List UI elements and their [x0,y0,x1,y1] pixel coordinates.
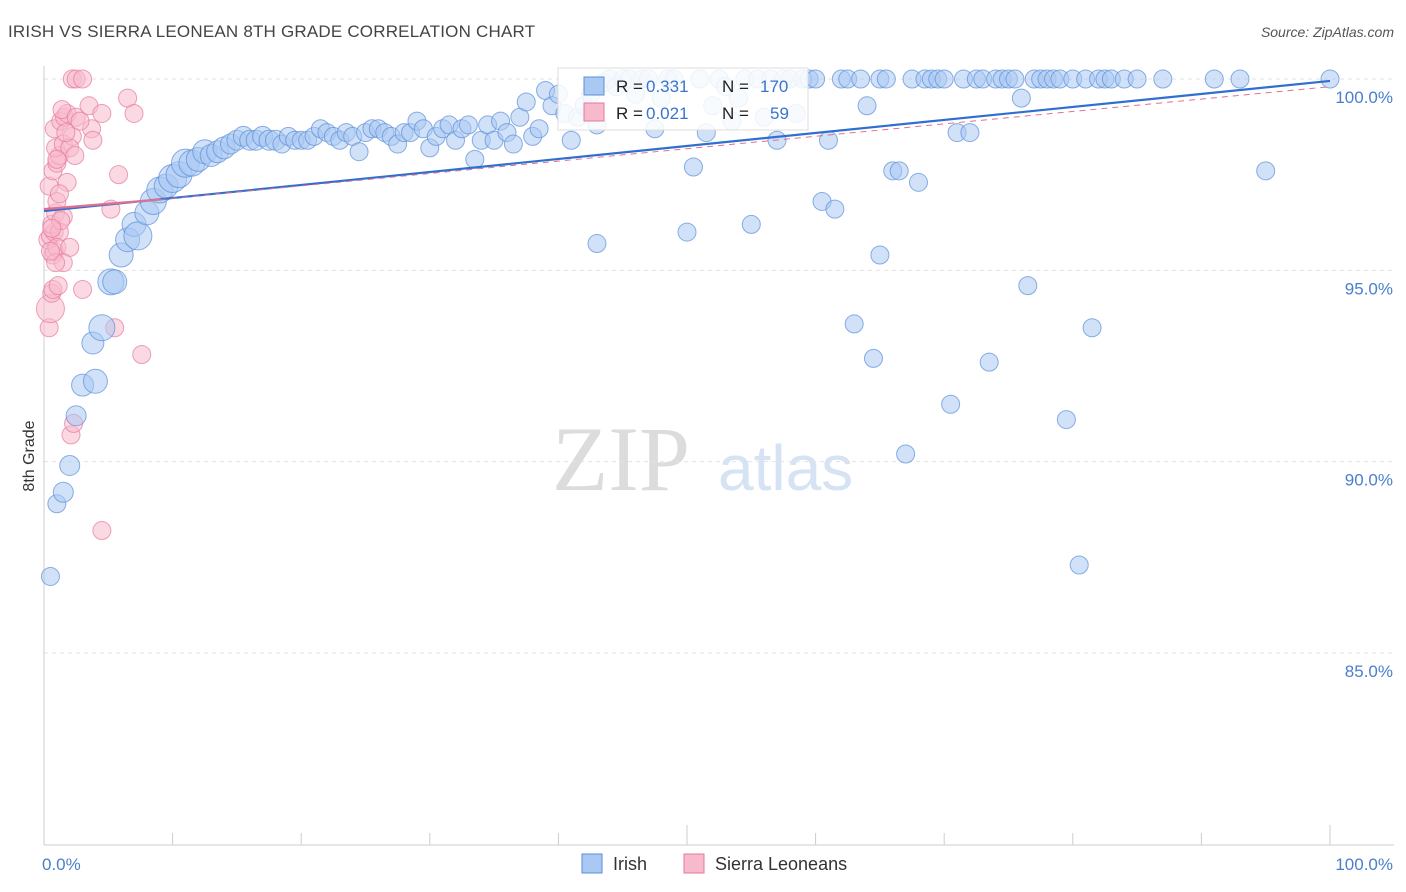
irish-point [683,157,703,177]
source-label: Source: ZipAtlas.com [1260,24,1394,40]
legend-sl-r-value: 0.021 [646,104,689,123]
irish-point [465,149,485,169]
irish-point [1056,410,1076,430]
irish-point [40,566,60,586]
irish-point [458,115,478,135]
irish-point [1256,161,1276,181]
irish-point [1320,69,1340,89]
sl-trend-line [43,198,160,211]
legend-swatch-sl [583,102,605,122]
irish-point [857,96,877,116]
bottom-legend-irish: Irish [613,854,647,874]
chart-title: IRISH VS SIERRA LEONEAN 8TH GRADE CORREL… [8,22,536,41]
x-tick-label: 100.0% [1335,855,1393,874]
sl-point [56,123,76,143]
irish-point [59,454,81,476]
y-tick-label: 85.0% [1345,662,1393,681]
irish-trend-line [43,79,1331,213]
y-tick-label: 90.0% [1345,471,1393,490]
irish-point [889,161,909,181]
irish-point [825,199,845,219]
sl-point [92,521,112,541]
legend-sl-r-label: R = [616,104,643,123]
irish-point [503,134,523,154]
irish-point [529,119,549,139]
bottom-legend-sl: Sierra Leoneans [715,854,847,874]
irish-point [908,172,928,192]
irish-point [1153,69,1173,89]
bottom-legend-swatch-irish [581,853,603,874]
sl-point [83,130,103,150]
irish-point [934,69,954,89]
irish-point [1204,69,1224,89]
y-tick-label: 100.0% [1335,88,1393,107]
sl-point [49,184,69,204]
watermark-atlas: atlas [718,432,853,504]
irish-point [876,69,896,89]
series-irish [40,69,1340,586]
irish-point [1069,555,1089,575]
irish-point [587,234,607,254]
irish-point [1127,69,1147,89]
irish-point [516,92,536,112]
grid-lines [44,78,1394,654]
legend-irish-n-value: 170 [760,77,788,96]
y-tick-label: 95.0% [1345,279,1393,298]
watermark-zip: ZIP [552,408,690,510]
sl-point [48,276,68,296]
stats-legend: R = 0.331 N = 170 R = 0.021 N = 59 [557,67,809,131]
sl-point [109,165,129,185]
irish-point [960,123,980,143]
series-legend: Irish Sierra Leoneans [581,853,847,874]
sl-trend-line-dashed [159,86,1331,201]
irish-point [88,314,116,342]
irish-point [870,245,890,265]
irish-point [561,130,581,150]
legend-irish-n-label: N = [722,77,749,96]
x-tick-label: 0.0% [42,855,81,874]
sl-point [73,69,93,89]
irish-point [1005,69,1025,89]
irish-point [677,222,697,242]
sl-point [132,345,152,365]
sl-point [70,111,90,131]
irish-point [349,142,369,162]
axes: 85.0% 90.0% 95.0% 100.0% 0.0% 100.0% [42,66,1394,874]
bottom-legend-swatch-sl [683,853,705,874]
sl-point [73,279,93,299]
sl-point [40,241,60,261]
irish-point [806,69,826,89]
irish-point [102,269,128,295]
series-sierra-leoneans [35,69,152,541]
irish-point [818,130,838,150]
irish-point [123,221,153,251]
irish-point [844,314,864,334]
irish-point [979,352,999,372]
irish-point [65,405,87,427]
irish-point [1018,276,1038,296]
trend-lines [43,79,1331,213]
sl-point [92,103,112,123]
irish-point [941,394,961,414]
irish-point [1011,88,1031,108]
legend-irish-r-label: R = [616,77,643,96]
sl-point [124,103,144,123]
y-axis-label: 8th Grade [21,420,38,491]
sl-point [47,149,67,169]
irish-point [851,69,871,89]
irish-point [1230,69,1250,89]
sl-point [65,146,85,166]
sl-point [42,218,62,238]
legend-sl-n-value: 59 [770,104,789,123]
legend-irish-r-value: 0.331 [646,77,689,96]
irish-point [863,348,883,368]
irish-point [741,214,761,234]
irish-point [1082,318,1102,338]
legend-sl-n-label: N = [722,104,749,123]
irish-point [896,444,916,464]
irish-point [82,368,108,394]
irish-point [52,481,74,503]
legend-swatch-irish [583,76,605,96]
